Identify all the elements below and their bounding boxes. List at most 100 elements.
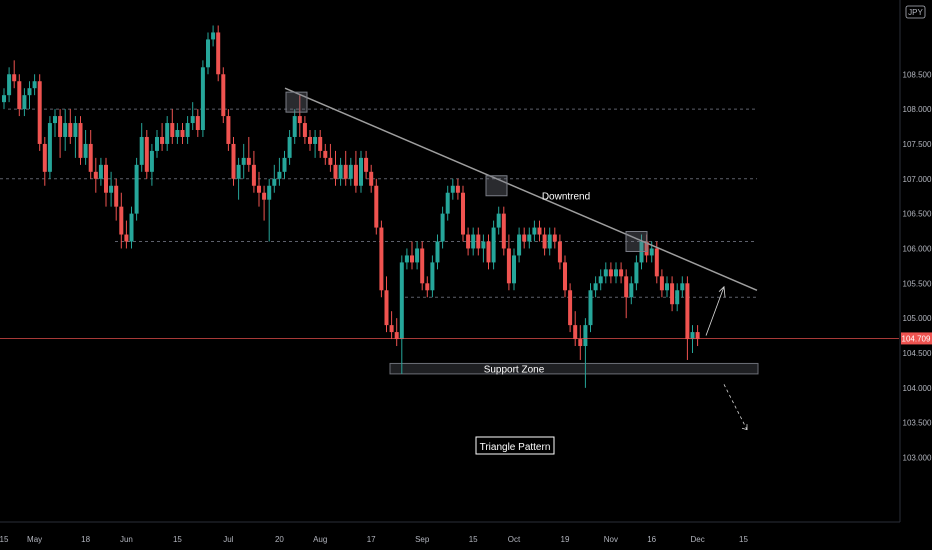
candle-body bbox=[343, 164, 348, 179]
candle-body bbox=[78, 123, 83, 158]
x-tick-label: 15 bbox=[0, 535, 9, 544]
candle-body bbox=[379, 227, 384, 291]
pattern-label: Triangle Pattern bbox=[480, 442, 551, 453]
candle-body bbox=[104, 164, 108, 193]
x-tick-label: 19 bbox=[561, 535, 570, 544]
candle-body bbox=[139, 136, 144, 165]
candle-body bbox=[195, 116, 200, 131]
candle-body bbox=[7, 74, 12, 96]
candle-body bbox=[532, 227, 537, 235]
candle-body bbox=[206, 39, 210, 68]
y-tick-label: 103.500 bbox=[903, 419, 932, 428]
candle-body bbox=[522, 234, 527, 242]
candle-body bbox=[563, 262, 567, 291]
candle-body bbox=[614, 269, 618, 277]
candle-body bbox=[2, 95, 6, 103]
candle-body bbox=[425, 283, 430, 291]
candle-body bbox=[415, 248, 420, 263]
candle-body bbox=[369, 171, 374, 186]
candle-body bbox=[420, 248, 425, 284]
candle-body bbox=[333, 164, 338, 179]
candle-body bbox=[410, 255, 414, 263]
candle-body bbox=[73, 123, 78, 137]
candle-body bbox=[573, 325, 578, 340]
candle-body bbox=[481, 241, 486, 249]
candle-body bbox=[37, 81, 42, 144]
candle-body bbox=[190, 116, 195, 124]
candle-body bbox=[226, 116, 231, 144]
candle-body bbox=[695, 332, 700, 340]
candle-body bbox=[302, 123, 307, 137]
candle-body bbox=[216, 32, 221, 75]
downtrend-label: Downtrend bbox=[542, 192, 590, 203]
y-tick-label: 105.000 bbox=[903, 314, 932, 323]
candle-body bbox=[313, 136, 318, 144]
x-tick-label: May bbox=[27, 535, 42, 544]
candle-body bbox=[450, 185, 455, 193]
candle-body bbox=[649, 248, 654, 256]
candle-body bbox=[527, 234, 532, 242]
candle-body bbox=[27, 88, 32, 96]
candle-body bbox=[236, 164, 241, 179]
candle-body bbox=[690, 332, 695, 340]
candle-body bbox=[262, 192, 267, 200]
arrow-head-down bbox=[741, 424, 748, 431]
candle-body bbox=[547, 234, 552, 249]
candle-body bbox=[654, 248, 659, 277]
candle-body bbox=[670, 283, 675, 305]
x-tick-label: 15 bbox=[173, 535, 182, 544]
candle-body bbox=[608, 269, 613, 277]
candle-body bbox=[134, 164, 139, 214]
candle-body bbox=[476, 234, 481, 249]
currency-badge bbox=[905, 5, 926, 19]
y-tick-label: 108.000 bbox=[903, 105, 932, 114]
candle-body bbox=[282, 157, 287, 172]
candle-body bbox=[308, 136, 312, 144]
candle-body bbox=[471, 234, 476, 249]
candle-body bbox=[394, 332, 399, 340]
candle-body bbox=[211, 32, 216, 40]
candle-body bbox=[338, 164, 343, 179]
candle-body bbox=[257, 185, 261, 193]
candle-body bbox=[124, 234, 129, 242]
candle-body bbox=[318, 136, 323, 151]
candle-body bbox=[292, 116, 297, 137]
y-tick-label: 107.500 bbox=[903, 140, 932, 149]
candle-body bbox=[246, 157, 251, 165]
candle-body bbox=[165, 123, 170, 144]
candle-body bbox=[12, 74, 17, 82]
candle-body bbox=[58, 116, 63, 137]
x-tick-label: Jun bbox=[120, 535, 133, 544]
y-tick-label: 103.000 bbox=[903, 454, 932, 463]
y-tick-label: 104.500 bbox=[903, 349, 932, 358]
candle-body bbox=[185, 123, 190, 137]
candle-body bbox=[583, 325, 588, 347]
support-zone-label: Support Zone bbox=[484, 365, 545, 376]
arrow-head-up bbox=[718, 285, 726, 298]
candle-body bbox=[603, 269, 608, 277]
candle-body bbox=[323, 150, 328, 158]
candle-body bbox=[634, 262, 639, 284]
candle-body bbox=[200, 67, 205, 131]
candle-body bbox=[119, 206, 124, 235]
y-tick-label: 106.500 bbox=[903, 210, 932, 219]
x-tick-label: Sep bbox=[415, 535, 430, 544]
candle-body bbox=[68, 123, 73, 137]
candle-body bbox=[455, 185, 460, 193]
x-tick-label: 15 bbox=[739, 535, 748, 544]
candle-body bbox=[155, 136, 159, 151]
candle-body bbox=[241, 157, 246, 165]
x-tick-label: 18 bbox=[81, 535, 90, 544]
candle-body bbox=[593, 283, 598, 291]
candle-body bbox=[384, 290, 389, 326]
current-price-pill bbox=[901, 332, 932, 345]
candle-body bbox=[659, 276, 664, 291]
candle-body bbox=[461, 192, 465, 235]
candle-body bbox=[568, 290, 573, 326]
candle-body bbox=[598, 276, 603, 284]
candle-body bbox=[491, 227, 496, 263]
support-zone bbox=[389, 362, 759, 375]
candle-body bbox=[53, 116, 57, 124]
candle-body bbox=[537, 227, 542, 235]
